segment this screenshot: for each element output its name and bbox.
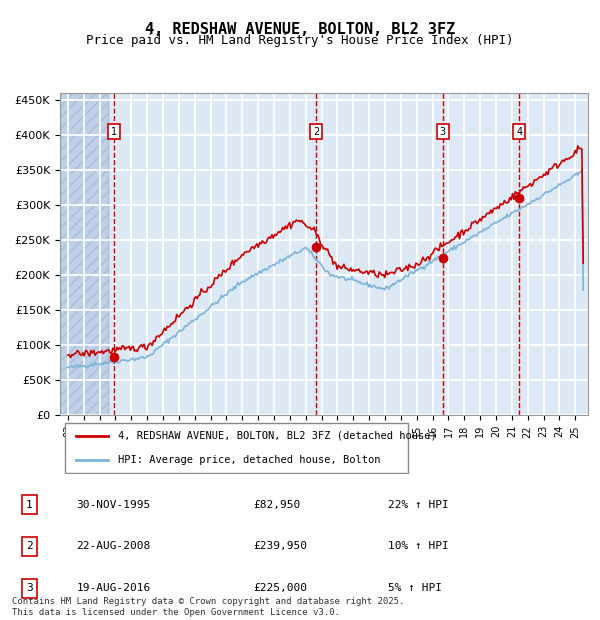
Text: 2: 2 xyxy=(26,541,33,551)
Bar xyxy=(60,93,107,415)
Text: 1: 1 xyxy=(111,126,117,136)
Text: 3: 3 xyxy=(440,126,446,136)
FancyBboxPatch shape xyxy=(65,423,409,473)
Text: £82,950: £82,950 xyxy=(253,500,300,510)
Text: Contains HM Land Registry data © Crown copyright and database right 2025.
This d: Contains HM Land Registry data © Crown c… xyxy=(12,598,404,617)
Text: 4, REDSHAW AVENUE, BOLTON, BL2 3FZ: 4, REDSHAW AVENUE, BOLTON, BL2 3FZ xyxy=(145,22,455,37)
Text: 19-AUG-2016: 19-AUG-2016 xyxy=(77,583,151,593)
Text: 4, REDSHAW AVENUE, BOLTON, BL2 3FZ (detached house): 4, REDSHAW AVENUE, BOLTON, BL2 3FZ (deta… xyxy=(118,431,437,441)
Text: 10% ↑ HPI: 10% ↑ HPI xyxy=(388,541,449,551)
Text: 5% ↑ HPI: 5% ↑ HPI xyxy=(388,583,442,593)
Text: HPI: Average price, detached house, Bolton: HPI: Average price, detached house, Bolt… xyxy=(118,455,380,465)
Text: 3: 3 xyxy=(26,583,33,593)
Text: 2: 2 xyxy=(313,126,319,136)
Text: 1: 1 xyxy=(26,500,33,510)
Text: 30-NOV-1995: 30-NOV-1995 xyxy=(77,500,151,510)
Text: £225,000: £225,000 xyxy=(253,583,307,593)
Text: Price paid vs. HM Land Registry's House Price Index (HPI): Price paid vs. HM Land Registry's House … xyxy=(86,34,514,47)
Text: 22% ↑ HPI: 22% ↑ HPI xyxy=(388,500,449,510)
Text: 4: 4 xyxy=(516,126,522,136)
Text: 22-AUG-2008: 22-AUG-2008 xyxy=(77,541,151,551)
Text: £239,950: £239,950 xyxy=(253,541,307,551)
Bar xyxy=(60,93,107,415)
